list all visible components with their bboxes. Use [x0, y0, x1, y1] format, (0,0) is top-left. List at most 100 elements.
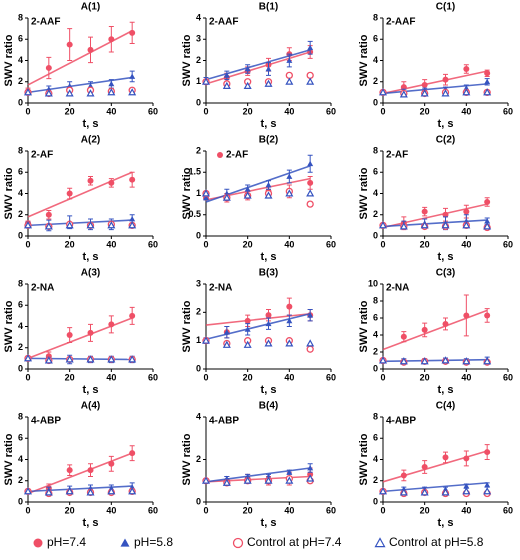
- y-tick-label: 6: [18, 167, 23, 177]
- y-axis-label: SWV ratio: [358, 433, 370, 485]
- x-tick-label: 20: [65, 372, 75, 382]
- marker: [108, 36, 115, 43]
- y-tick-label: 2: [18, 475, 23, 485]
- y-axis-label: SWV ratio: [3, 300, 15, 352]
- marker: [108, 460, 115, 467]
- x-axis-label: t, s: [261, 517, 277, 529]
- fit-line: [382, 83, 488, 95]
- marker: [23, 88, 33, 96]
- fit-line: [27, 317, 133, 360]
- y-tick-label: 0: [196, 97, 201, 107]
- marker: [65, 221, 74, 229]
- panel-label: 2-AAF: [209, 17, 238, 28]
- marker: [128, 221, 137, 229]
- x-axis-label: t, s: [83, 384, 99, 396]
- y-tick-label: 0: [373, 363, 378, 373]
- x-tick-label: 60: [148, 505, 158, 515]
- x-axis-label: t, s: [83, 118, 99, 130]
- marker: [265, 320, 272, 327]
- x-axis-label: t, s: [261, 384, 277, 396]
- x-tick-label: 40: [106, 106, 116, 116]
- marker: [484, 70, 491, 77]
- marker: [484, 482, 491, 488]
- marker: [399, 488, 408, 496]
- y-tick-label: 8: [18, 145, 23, 155]
- y-tick-label: 0: [373, 230, 378, 240]
- x-axis-label: t, s: [438, 251, 454, 263]
- marker: [265, 66, 272, 72]
- marker: [243, 81, 252, 90]
- marker: [307, 44, 314, 51]
- marker: [441, 356, 450, 364]
- panel-title: C(3): [436, 268, 455, 279]
- x-tick-label: 20: [243, 505, 253, 515]
- x-tick-label: 40: [461, 505, 471, 515]
- y-tick-label: 4: [373, 329, 378, 339]
- marker: [128, 88, 137, 96]
- x-tick-label: 0: [203, 505, 208, 515]
- x-tick-label: 20: [243, 239, 253, 249]
- marker: [442, 211, 449, 218]
- legend-label: pH=7.4: [47, 535, 86, 549]
- marker: [420, 89, 429, 97]
- marker: [285, 189, 294, 197]
- fit-line: [382, 70, 488, 95]
- fit-line: [27, 30, 133, 86]
- marker: [244, 66, 251, 72]
- y-tick-label: 10: [368, 278, 378, 288]
- x-tick-label: 60: [148, 372, 158, 382]
- marker: [265, 312, 272, 319]
- marker: [463, 483, 470, 489]
- marker: [462, 487, 471, 495]
- y-tick-label: 6: [373, 34, 378, 44]
- marker: [442, 454, 449, 461]
- marker: [203, 194, 209, 201]
- x-tick-label: 40: [106, 239, 116, 249]
- marker: [87, 329, 94, 336]
- marker: [244, 317, 251, 324]
- x-tick-label: 0: [25, 106, 30, 116]
- marker: [243, 340, 252, 348]
- x-tick-label: 0: [203, 372, 208, 382]
- marker: [307, 471, 314, 478]
- marker: [264, 339, 273, 347]
- marker: [129, 176, 136, 183]
- marker: [400, 333, 407, 340]
- marker: [107, 487, 116, 495]
- y-tick-label: 8: [373, 295, 378, 305]
- fit-line: [382, 309, 488, 351]
- marker: [421, 326, 428, 333]
- marker: [264, 79, 273, 87]
- x-tick-label: 60: [503, 239, 513, 249]
- panel-title: C(2): [436, 135, 455, 146]
- marker: [378, 487, 388, 495]
- y-tick-label: 0: [18, 97, 23, 107]
- y-tick-label: 8: [373, 12, 378, 22]
- legend-label: Control at pH=7.4: [247, 535, 342, 549]
- marker: [399, 90, 408, 98]
- y-tick-label: 2: [196, 145, 201, 155]
- marker: [462, 221, 471, 229]
- y-axis-label: SWV ratio: [181, 167, 193, 219]
- fit-line: [382, 482, 488, 493]
- x-axis-label: t, s: [261, 251, 277, 263]
- y-tick-label: 4: [18, 55, 23, 65]
- y-tick-label: 1: [196, 188, 201, 198]
- marker: [45, 64, 52, 71]
- panel-title: A(3): [81, 268, 100, 279]
- marker: [399, 357, 408, 365]
- marker: [307, 179, 314, 186]
- marker: [285, 71, 293, 80]
- x-tick-label: 40: [106, 372, 116, 382]
- marker: [65, 487, 74, 495]
- y-tick-label: 0: [18, 363, 23, 373]
- fit-line: [382, 203, 488, 229]
- x-tick-label: 20: [420, 505, 430, 515]
- marker: [107, 355, 116, 363]
- marker: [107, 88, 116, 96]
- y-tick-label: 8: [373, 145, 378, 155]
- marker: [285, 339, 294, 347]
- marker: [286, 469, 293, 475]
- panel-label: 2-AAF: [31, 17, 60, 28]
- y-tick-label: 3: [196, 34, 201, 44]
